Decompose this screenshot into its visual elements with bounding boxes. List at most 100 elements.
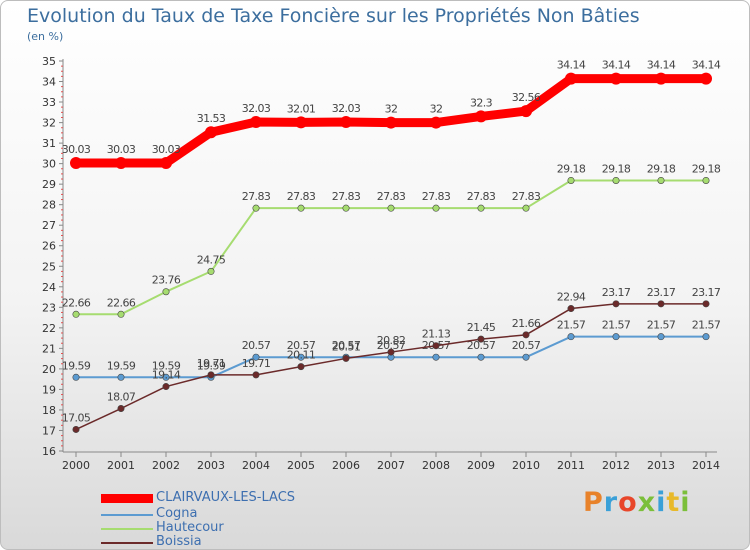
data-label: 31.53 (197, 112, 226, 125)
legend-label: CLAIRVAUX-LES-LACS (156, 490, 296, 505)
data-label: 23.17 (692, 286, 721, 299)
data-point (207, 267, 215, 275)
data-point (612, 333, 620, 341)
data-label: 19.14 (152, 369, 181, 382)
data-point (207, 371, 215, 379)
data-label: 17.05 (62, 411, 91, 424)
data-label: 19.71 (197, 357, 226, 370)
y-tick-label: 33 (42, 96, 56, 109)
data-point (702, 176, 710, 184)
data-label: 34.14 (557, 59, 586, 72)
data-point (430, 116, 442, 129)
data-point (297, 363, 305, 371)
data-point (250, 115, 262, 128)
data-point (432, 342, 440, 350)
data-label: 27.83 (512, 190, 541, 203)
data-point (522, 353, 530, 361)
data-label: 32 (430, 103, 443, 116)
y-tick-label: 25 (42, 260, 56, 273)
data-label: 19.59 (152, 359, 181, 372)
data-point (115, 157, 127, 170)
x-tick-label: 2000 (62, 459, 90, 472)
data-point (117, 373, 125, 381)
data-label: 29.18 (557, 162, 586, 175)
data-label: 20.51 (332, 340, 361, 353)
data-label: 27.83 (242, 190, 271, 203)
data-label: 32.03 (332, 102, 361, 115)
data-point (657, 176, 665, 184)
y-tick-label: 19 (42, 383, 56, 396)
data-label: 22.66 (107, 296, 136, 309)
data-label: 21.45 (467, 321, 496, 334)
data-point (567, 176, 575, 184)
y-tick-label: 28 (42, 199, 56, 212)
data-label: 32.56 (512, 91, 541, 104)
data-label: 27.83 (287, 190, 316, 203)
data-label: 23.17 (602, 286, 631, 299)
y-tick-label: 24 (42, 281, 56, 294)
data-label: 21.66 (512, 317, 541, 330)
data-point (565, 72, 577, 85)
x-tick-label: 2009 (467, 459, 495, 472)
data-label: 27.83 (467, 190, 496, 203)
data-label: 21.57 (557, 319, 586, 332)
data-point (295, 116, 307, 129)
data-label: 29.18 (602, 162, 631, 175)
y-tick-label: 26 (42, 240, 56, 253)
y-tick-label: 35 (42, 55, 56, 68)
data-label: 20.82 (377, 334, 406, 347)
data-point (520, 105, 532, 118)
data-point (160, 157, 172, 170)
data-label: 29.18 (647, 162, 676, 175)
x-tick-label: 2006 (332, 459, 360, 472)
data-point (117, 310, 125, 318)
data-label: 19.59 (197, 359, 226, 372)
data-point (252, 204, 260, 212)
data-label: 20.57 (467, 339, 496, 352)
data-label: 20.11 (287, 349, 316, 362)
legend-swatch (101, 542, 153, 544)
data-label: 32.03 (242, 102, 271, 115)
data-point (297, 204, 305, 212)
data-label: 32.01 (287, 102, 316, 115)
x-tick-label: 2007 (377, 459, 405, 472)
data-label: 20.57 (512, 339, 541, 352)
y-tick-label: 23 (42, 301, 56, 314)
x-tick-label: 2013 (647, 459, 675, 472)
data-point (522, 204, 530, 212)
data-label: 30.03 (152, 143, 181, 156)
y-tick-label: 21 (42, 342, 56, 355)
data-label: 27.83 (422, 190, 451, 203)
data-label: 22.94 (557, 291, 586, 304)
y-tick-label: 16 (42, 445, 56, 458)
data-point (477, 353, 485, 361)
x-tick-label: 2001 (107, 459, 135, 472)
data-point (610, 72, 622, 85)
x-tick-label: 2005 (287, 459, 315, 472)
data-point (567, 305, 575, 313)
y-tick-label: 30 (42, 158, 56, 171)
data-point (702, 333, 710, 341)
data-label: 21.57 (692, 319, 721, 332)
data-point (612, 176, 620, 184)
data-label: 30.03 (107, 143, 136, 156)
x-tick-label: 2008 (422, 459, 450, 472)
y-tick-label: 27 (42, 219, 56, 232)
data-label: 34.14 (647, 59, 676, 72)
data-point (252, 353, 260, 361)
unit-label: (en %) (27, 30, 64, 43)
data-label: 19.71 (242, 357, 271, 370)
x-tick-label: 2002 (152, 459, 180, 472)
y-tick-label: 31 (42, 137, 56, 150)
x-tick-label: 2003 (197, 459, 225, 472)
data-label: 21.13 (422, 328, 451, 341)
data-point (342, 354, 350, 362)
data-point (297, 353, 305, 361)
x-tick-label: 2004 (242, 459, 270, 472)
data-label: 21.57 (647, 319, 676, 332)
data-point (72, 310, 80, 318)
data-point (477, 335, 485, 343)
data-label: 18.07 (107, 391, 136, 404)
legend-label: Cogna (156, 506, 198, 521)
